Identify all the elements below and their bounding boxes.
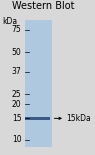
Text: 20: 20: [12, 100, 21, 109]
Text: 37: 37: [12, 67, 21, 76]
Text: 10: 10: [12, 135, 21, 144]
Text: kDa: kDa: [2, 17, 17, 26]
Text: 15: 15: [12, 114, 21, 123]
Text: 15kDa: 15kDa: [67, 114, 91, 123]
Text: Western Blot: Western Blot: [12, 1, 74, 11]
Text: 50: 50: [12, 48, 21, 57]
Bar: [25, 117, 50, 120]
Text: 25: 25: [12, 90, 21, 99]
Bar: [25, 20, 52, 147]
Text: 75: 75: [12, 25, 21, 34]
